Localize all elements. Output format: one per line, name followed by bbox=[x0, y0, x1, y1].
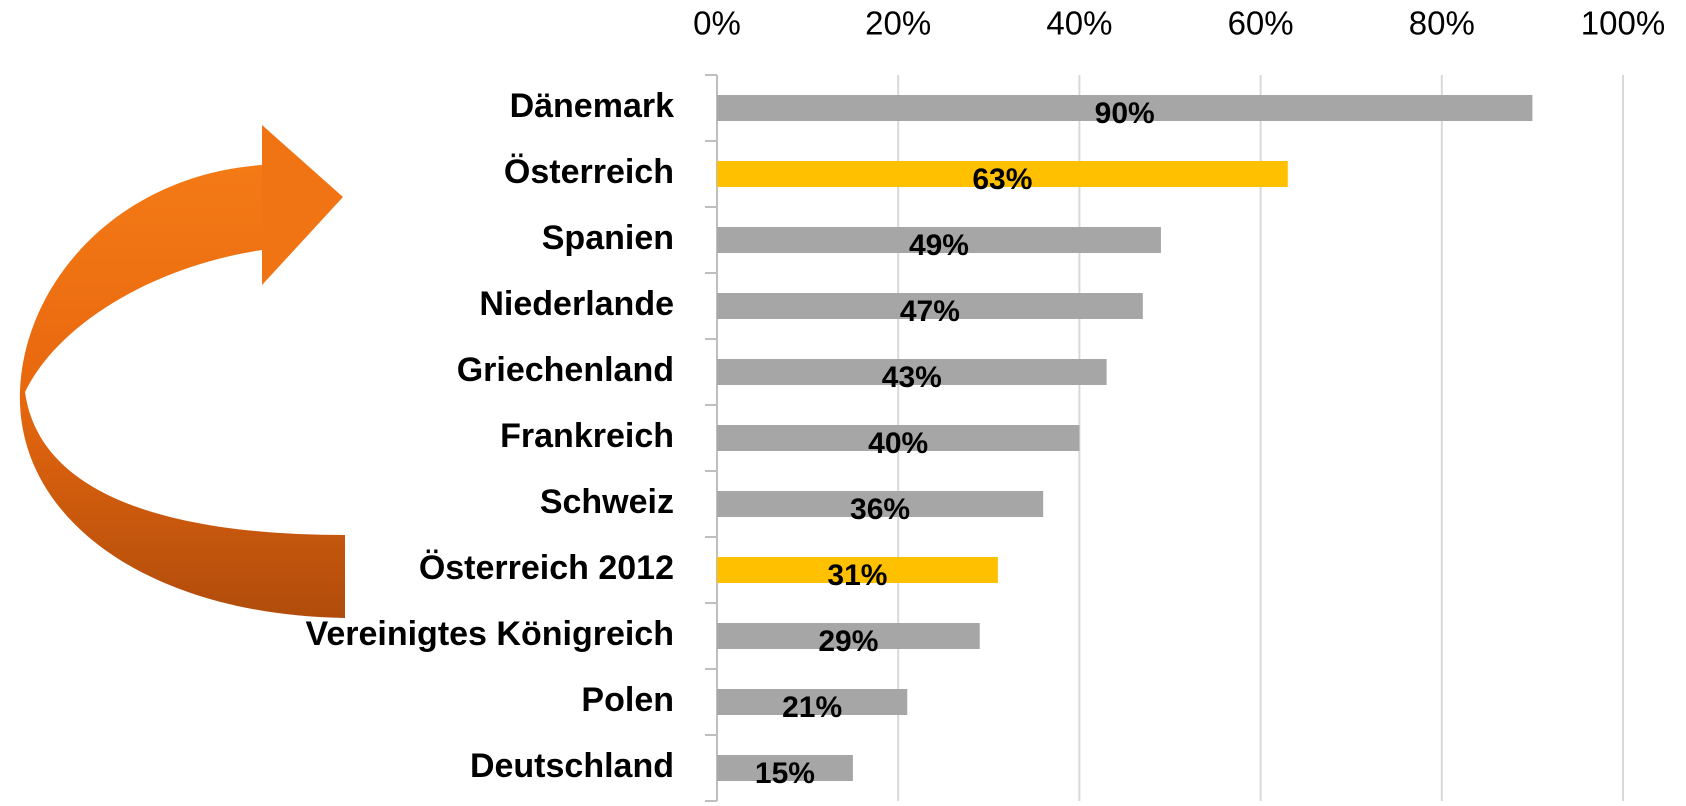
value-label: 47% bbox=[900, 295, 960, 328]
value-label: 63% bbox=[972, 163, 1032, 196]
category-label: Polen bbox=[581, 681, 674, 719]
x-tick-label: 80% bbox=[1409, 5, 1475, 42]
value-label: 90% bbox=[1095, 97, 1155, 130]
x-tick-label: 100% bbox=[1581, 5, 1665, 42]
x-tick-label: 60% bbox=[1228, 5, 1294, 42]
bar bbox=[717, 755, 853, 781]
bar bbox=[717, 425, 1080, 451]
category-label: Spanien bbox=[542, 219, 674, 257]
category-label: Österreich bbox=[504, 153, 674, 191]
category-label: Österreich 2012 bbox=[419, 549, 674, 587]
category-label: Deutschland bbox=[470, 747, 674, 785]
x-tick-label: 40% bbox=[1046, 5, 1112, 42]
value-label: 29% bbox=[818, 625, 878, 658]
bar bbox=[717, 491, 1044, 517]
x-tick-label: 20% bbox=[865, 5, 931, 42]
value-label: 36% bbox=[850, 493, 910, 526]
curved-arrow bbox=[19, 125, 346, 618]
value-label: 40% bbox=[868, 427, 928, 460]
bar bbox=[717, 95, 1533, 121]
category-label: Schweiz bbox=[540, 483, 674, 521]
bar bbox=[717, 623, 980, 649]
value-label: 43% bbox=[882, 361, 942, 394]
value-label: 21% bbox=[782, 691, 842, 724]
category-label: Vereinigtes Königreich bbox=[306, 615, 674, 653]
category-label: Frankreich bbox=[500, 417, 674, 455]
value-label: 31% bbox=[827, 559, 887, 592]
value-label: 49% bbox=[909, 229, 969, 262]
x-tick-label: 0% bbox=[693, 5, 741, 42]
bar bbox=[717, 227, 1161, 253]
bar bbox=[717, 293, 1143, 319]
category-label: Niederlande bbox=[479, 285, 674, 323]
bar bbox=[717, 689, 908, 715]
value-label: 15% bbox=[755, 757, 815, 790]
bar bbox=[717, 161, 1288, 187]
category-label: Dänemark bbox=[510, 87, 675, 125]
bar bbox=[717, 557, 998, 583]
bar bbox=[717, 359, 1107, 385]
category-label: Griechenland bbox=[457, 351, 674, 389]
